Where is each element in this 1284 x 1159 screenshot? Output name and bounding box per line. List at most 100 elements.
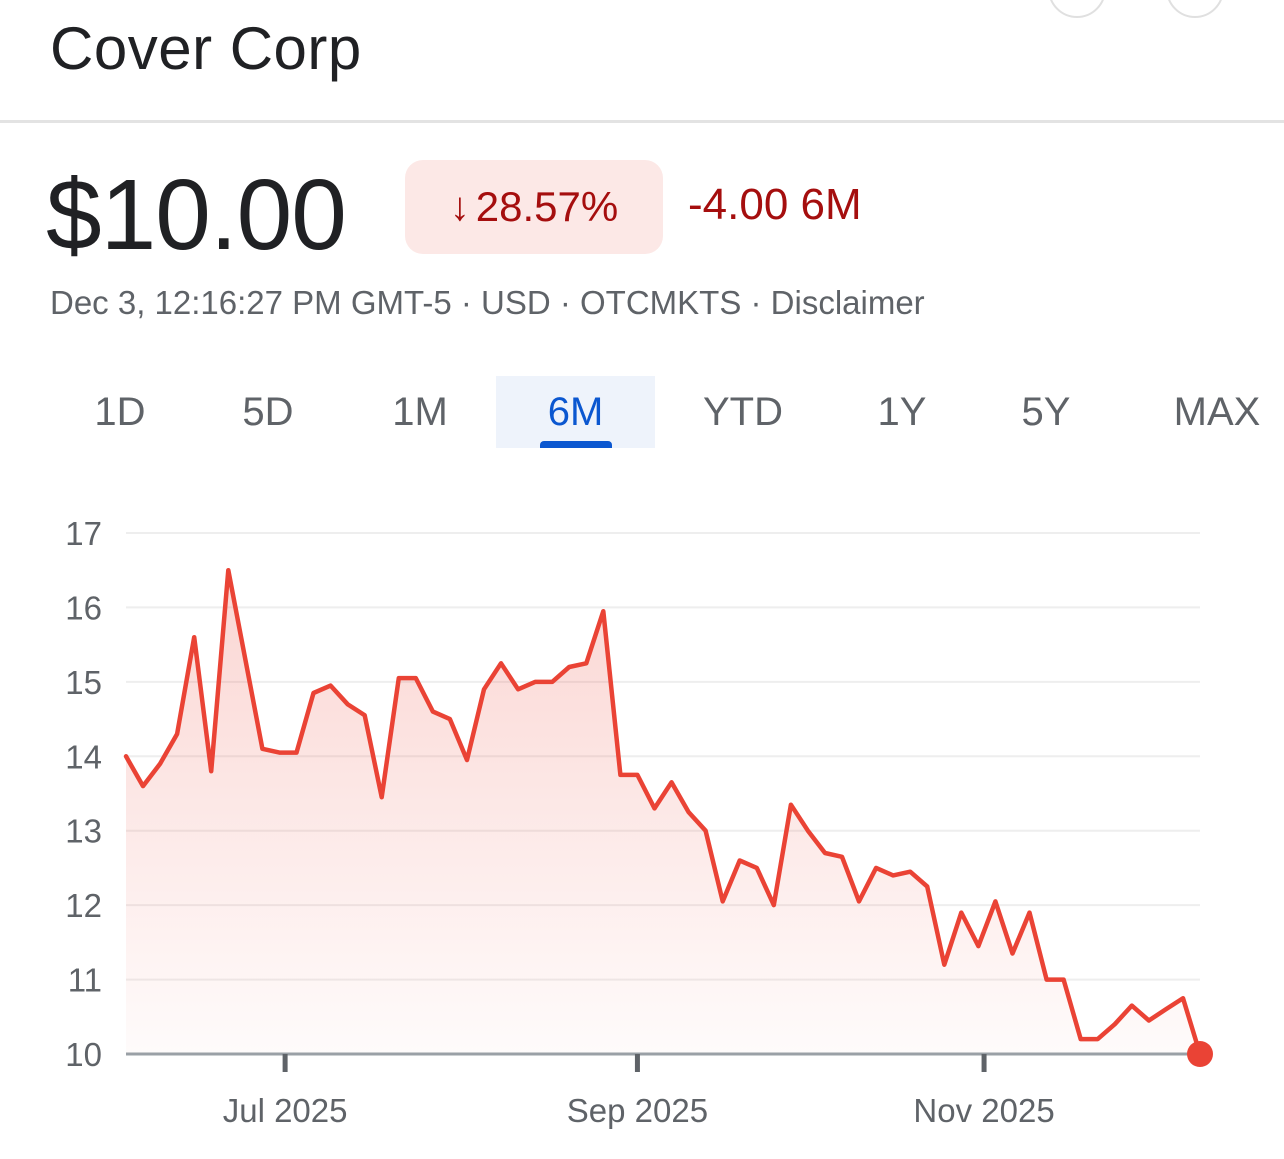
price-point	[687, 810, 691, 814]
y-tick-label: 11	[68, 962, 102, 999]
price-point	[295, 751, 299, 755]
price-point	[721, 899, 725, 903]
tab-max[interactable]: MAX	[1156, 376, 1278, 448]
price-point	[499, 661, 503, 665]
price-point	[635, 773, 639, 777]
price-point	[1011, 952, 1015, 956]
price-point	[158, 762, 162, 766]
header-circle-icon	[1048, 0, 1106, 18]
price-point	[1130, 1004, 1134, 1008]
price-point	[431, 710, 435, 714]
price-point	[465, 758, 469, 762]
tab-label: YTD	[703, 389, 783, 434]
tab-1y[interactable]: 1Y	[852, 376, 952, 448]
tab-label: 1M	[392, 389, 448, 434]
y-tick-label: 16	[65, 589, 102, 626]
x-tick-label: Sep 2025	[567, 1092, 708, 1129]
header-circle-icon	[1166, 0, 1224, 18]
x-tick-label: Nov 2025	[913, 1092, 1054, 1129]
tab-label: 6M	[547, 389, 604, 434]
price-point	[670, 780, 674, 784]
price-point	[1147, 1019, 1151, 1023]
tab-5y[interactable]: 5Y	[996, 376, 1096, 448]
price-point	[192, 635, 196, 639]
price-point	[175, 732, 179, 736]
price-point	[226, 568, 230, 572]
tab-1d[interactable]: 1D	[70, 376, 170, 448]
price-point	[806, 829, 810, 833]
price-chart[interactable]: 10 11 12 13 14 15 16 17 Jul 2025 Sep 2025 Nov 202…	[0, 480, 1284, 1159]
price-point	[1028, 911, 1032, 915]
percent-change-value: 28.57%	[475, 183, 619, 230]
price-point	[414, 676, 418, 680]
price-point	[363, 713, 367, 717]
price-point	[653, 806, 657, 810]
price-point	[533, 680, 537, 684]
price-point	[789, 803, 793, 807]
y-tick-label: 12	[65, 887, 102, 924]
price-point	[823, 851, 827, 855]
quote-meta: Dec 3, 12:16:27 PM GMT-5 · USD · OTCMKTS…	[50, 284, 925, 321]
y-tick-label: 10	[65, 1036, 102, 1073]
tab-label: 5D	[242, 389, 294, 434]
price-point	[277, 751, 281, 755]
tab-1m[interactable]: 1M	[368, 376, 472, 448]
y-tick-label: 17	[65, 515, 102, 552]
price-point	[772, 903, 776, 907]
header-divider	[0, 120, 1284, 123]
price-point	[874, 866, 878, 870]
y-axis-labels: 10 11 12 13 14 15 16 17	[65, 515, 102, 1073]
price-point	[976, 944, 980, 948]
price-point	[738, 859, 742, 863]
price-line	[123, 567, 1203, 1057]
price-point	[704, 829, 708, 833]
x-axis-ticks: Jul 2025 Sep 2025 Nov 2025	[223, 1054, 1055, 1129]
y-tick-label: 15	[65, 664, 102, 701]
tab-5d[interactable]: 5D	[218, 376, 318, 448]
price-point	[1113, 1022, 1117, 1026]
price-point	[1181, 996, 1185, 1000]
percent-change-badge: ↓ 28.57%	[405, 160, 663, 254]
tab-label: 1D	[94, 389, 146, 434]
current-price: $10.00	[46, 159, 347, 271]
x-tick-label: Jul 2025	[223, 1092, 348, 1129]
active-tab-indicator	[539, 441, 612, 448]
y-tick-label: 14	[65, 738, 102, 775]
y-tick-label: 13	[65, 813, 102, 850]
arrow-down-icon: ↓	[449, 184, 470, 229]
price-point	[601, 609, 605, 613]
tab-label: 1Y	[877, 389, 927, 434]
price-point	[550, 680, 554, 684]
price-point	[124, 754, 128, 758]
price-point	[618, 773, 622, 777]
price-point	[380, 795, 384, 799]
price-area-fill	[126, 570, 1200, 1054]
price-point	[942, 963, 946, 967]
price-point	[959, 911, 963, 915]
current-price-marker[interactable]	[1187, 1041, 1213, 1067]
price-point	[1079, 1037, 1083, 1041]
company-name: Cover Corp	[50, 15, 362, 82]
tab-label: MAX	[1173, 389, 1261, 434]
range-tabs: 1D 5D 1M 6M YTD 1Y 5Y MAX	[0, 376, 1284, 448]
price-point	[567, 665, 571, 669]
tab-label: 5Y	[1021, 389, 1071, 434]
price-point	[908, 870, 912, 874]
price-point	[482, 687, 486, 691]
price-point	[891, 873, 895, 877]
tab-ytd[interactable]: YTD	[683, 376, 803, 448]
header-avatar-group	[988, 0, 1224, 23]
price-point	[1164, 1007, 1168, 1011]
price-point	[925, 885, 929, 889]
price-point	[346, 702, 350, 706]
price-point	[397, 676, 401, 680]
price-point	[312, 691, 316, 695]
tab-6m[interactable]: 6M	[496, 376, 655, 448]
price-point	[329, 684, 333, 688]
price-point	[755, 866, 759, 870]
price-point	[993, 899, 997, 903]
price-point	[1062, 978, 1066, 982]
price-point	[448, 717, 452, 721]
price-point	[1045, 978, 1049, 982]
price-point	[857, 899, 861, 903]
